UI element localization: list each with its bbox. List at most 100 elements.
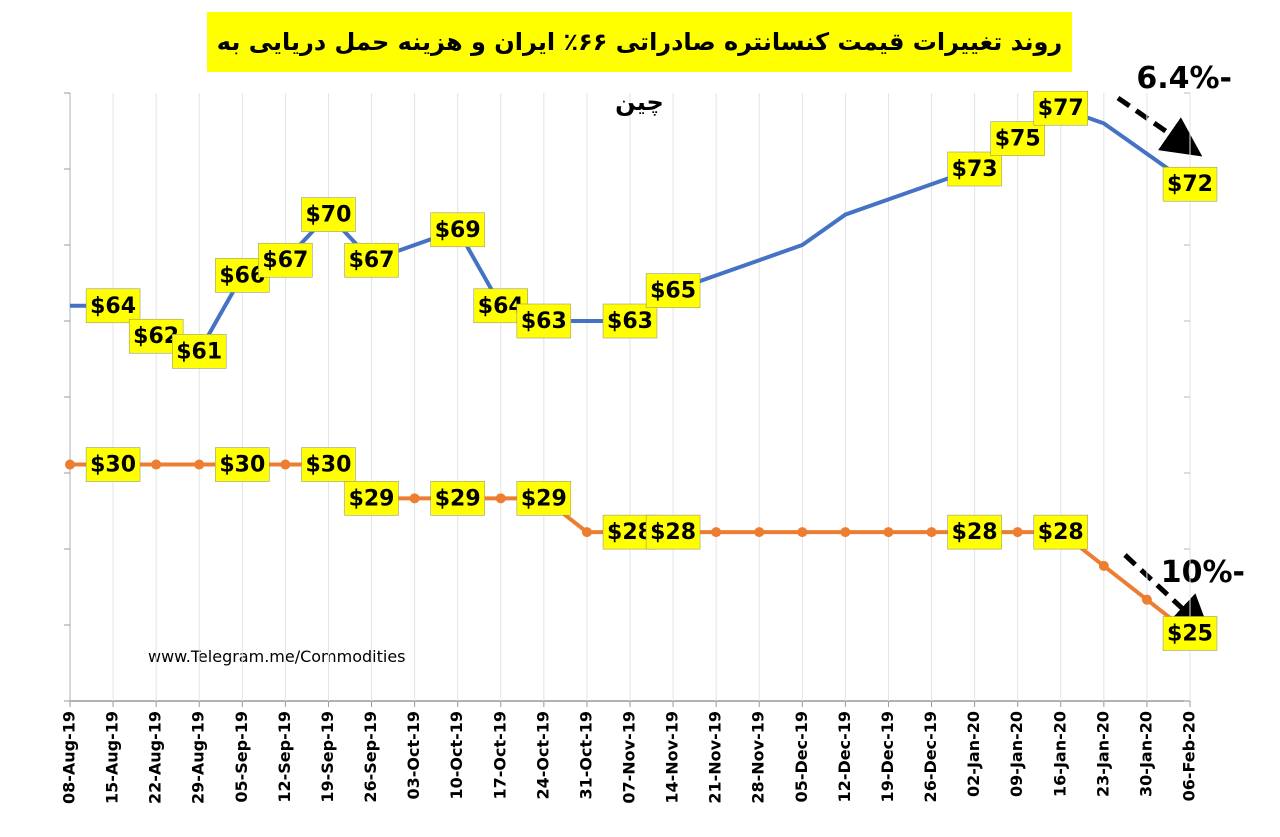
data-label-box (301, 197, 356, 232)
data-label: $30 (215, 447, 270, 482)
data-label-text: $62 (133, 324, 179, 349)
data-label-box (1162, 616, 1218, 651)
data-label-box (602, 303, 658, 339)
data-label-box (1162, 166, 1218, 202)
data-label-text: $72 (1167, 172, 1213, 197)
x-tick-label: 07-Nov-19 (620, 711, 639, 804)
point-marker (754, 527, 765, 538)
data-label-box (1033, 90, 1088, 126)
data-label-box (301, 447, 356, 482)
chart-title: روند تغییرات قیمت کنسانتره صادراتی ۶۶٪ ا… (207, 12, 1072, 116)
point-marker (797, 527, 808, 538)
data-label-box (172, 334, 227, 369)
x-tick-label: 08-Aug-19 (60, 711, 79, 804)
data-label-text: $28 (952, 520, 998, 545)
data-label: $28 (645, 514, 701, 550)
x-tick-label: 03-Oct-19 (404, 711, 423, 800)
data-label-text: $28 (650, 520, 696, 545)
arrow (1116, 95, 1203, 157)
data-label-text: $29 (521, 486, 567, 511)
x-tick-label: 14-Nov-19 (663, 711, 682, 804)
data-label-box (258, 242, 313, 278)
point-marker (840, 527, 851, 538)
data-label-box (85, 447, 141, 482)
x-tick-label: 26-Sep-19 (361, 711, 380, 803)
data-label-box (947, 514, 1002, 550)
x-tick-label: 05-Dec-19 (792, 711, 811, 802)
data-label-text: $69 (435, 218, 481, 243)
data-label-box (344, 242, 399, 278)
data-label: $30 (301, 447, 356, 482)
data-label-box (430, 481, 485, 516)
point-marker (581, 527, 592, 538)
data-label: $69 (430, 212, 485, 248)
data-label-text: $73 (952, 157, 998, 182)
data-label-text: $61 (176, 339, 222, 364)
data-label: $29 (344, 481, 399, 516)
x-tick-label: 09-Jan-20 (1007, 711, 1026, 797)
data-label-text: $67 (349, 248, 395, 273)
data-label: $72 (1162, 166, 1218, 202)
x-tick-label: 22-Aug-19 (146, 711, 165, 804)
data-label-box (1033, 514, 1088, 550)
data-label-box (947, 151, 1002, 187)
x-tick-label: 23-Jan-20 (1093, 711, 1112, 797)
data-label-text: $67 (262, 248, 308, 273)
x-tick-label: 12-Dec-19 (835, 711, 854, 802)
data-label-text: $63 (521, 309, 567, 334)
data-label: $64 (85, 288, 141, 324)
data-label: $28 (1033, 514, 1088, 550)
x-tick-label: 30-Jan-20 (1136, 711, 1155, 797)
data-label: $28 (947, 514, 1002, 550)
point-marker (1012, 527, 1023, 538)
x-tick-label: 17-Oct-19 (490, 711, 509, 800)
data-label-text: $28 (1038, 520, 1084, 545)
point-marker (883, 527, 894, 538)
data-label: $77 (1033, 90, 1088, 126)
x-tick-label: 29-Aug-19 (189, 711, 208, 804)
data-label-box (344, 481, 399, 516)
point-marker (194, 459, 205, 470)
arrow (1123, 553, 1211, 636)
data-label-box (215, 447, 270, 482)
x-tick-label: 21-Nov-19 (706, 711, 725, 804)
x-tick-label: 26-Dec-19 (921, 711, 940, 802)
point-marker (1098, 560, 1109, 571)
x-tick-label: 31-Oct-19 (576, 711, 595, 800)
data-label-text: $30 (90, 453, 136, 478)
point-marker (1141, 594, 1152, 605)
x-tick-label: 28-Nov-19 (749, 711, 768, 804)
data-label-box (645, 514, 701, 550)
data-label: $67 (258, 242, 313, 278)
x-tick-label: 19-Sep-19 (318, 711, 337, 803)
data-label: $65 (645, 273, 701, 308)
point-marker (280, 459, 291, 470)
x-tick-label: 05-Sep-19 (232, 711, 251, 803)
data-label-text: $30 (219, 453, 265, 478)
data-label-text: $77 (1038, 96, 1084, 121)
point-marker (711, 527, 722, 538)
data-label: $70 (301, 197, 356, 232)
data-label: $63 (516, 303, 572, 339)
data-label-text: $30 (305, 453, 351, 478)
x-tick-label: 12-Sep-19 (275, 711, 294, 803)
data-label-text: $63 (607, 309, 653, 334)
annotation: 6.4%- (1136, 61, 1232, 96)
data-label-box (85, 288, 141, 324)
point-marker (495, 493, 506, 504)
data-label: $29 (516, 481, 572, 516)
data-label-box (516, 303, 572, 339)
data-label: $75 (990, 121, 1045, 156)
point-marker (65, 459, 75, 470)
x-tick-label: 06-Feb-20 (1180, 711, 1199, 801)
annotation: 10%- (1161, 555, 1245, 590)
data-label-text: $70 (305, 203, 351, 228)
data-label-box (516, 481, 572, 516)
data-label: $25 (1162, 616, 1218, 651)
data-label-text: $29 (435, 486, 481, 511)
point-marker (926, 527, 937, 538)
x-tick-label: 10-Oct-19 (447, 711, 466, 800)
data-label: $73 (947, 151, 1002, 187)
